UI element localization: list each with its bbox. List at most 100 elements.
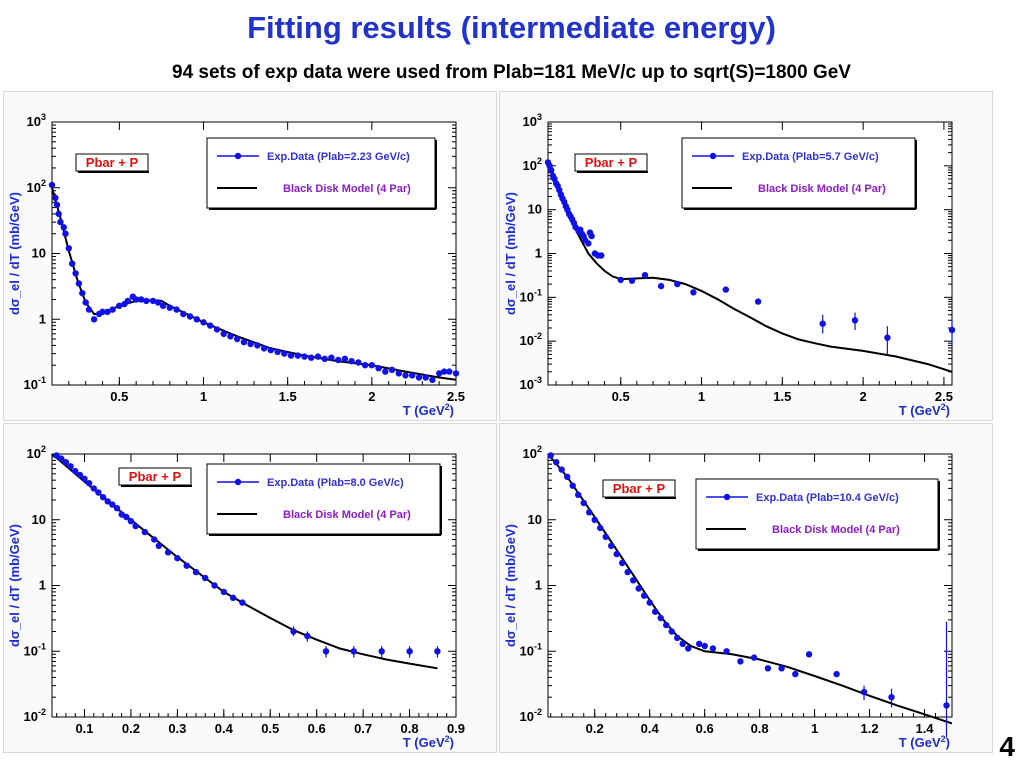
data-point <box>159 302 167 309</box>
data-point <box>388 366 396 373</box>
data-point <box>166 304 173 311</box>
x-tick-label: 0.3 <box>168 721 186 736</box>
data-point <box>355 359 362 366</box>
data-point <box>99 494 107 501</box>
data-point <box>186 313 194 320</box>
data-point <box>696 640 703 647</box>
y-axis-title: dσ_el / dT (mb/GeV) <box>7 524 22 647</box>
data-point <box>67 463 74 470</box>
data-point <box>174 555 181 562</box>
data-point <box>254 342 261 349</box>
data-point <box>429 376 436 383</box>
y-tick-label: 10-3 <box>520 375 542 392</box>
data-point <box>290 628 297 635</box>
data-point <box>548 166 555 174</box>
slide-subtitle: 94 sets of exp data were used from Plab=… <box>172 62 851 83</box>
data-point <box>833 670 840 678</box>
y-tick-label: 10-2 <box>24 707 46 724</box>
x-tick-label: 0.5 <box>110 389 128 404</box>
x-tick-label: 1 <box>698 389 705 404</box>
data-point <box>436 370 443 377</box>
chart-svg: 10-1 1 10 102 103 0.5 1 1.5 2 2.5T (GeV2) dσ_el / … <box>7 112 465 418</box>
y-tick-label: 1 <box>39 578 46 593</box>
data-point <box>52 194 59 202</box>
data-point <box>668 628 675 635</box>
y-tick-label: 1 <box>39 311 46 326</box>
legend-model-label: Black Disk Model (4 Par) <box>772 524 900 536</box>
data-point <box>378 648 385 655</box>
data-point <box>452 370 460 377</box>
legend-data-marker <box>234 152 242 160</box>
x-tick-label: 1 <box>200 389 207 404</box>
data-point <box>575 491 582 498</box>
data-point <box>586 509 593 516</box>
data-point <box>617 276 624 284</box>
data-point <box>62 230 69 237</box>
y-tick-label: 103 <box>523 112 542 129</box>
data-point <box>598 252 605 259</box>
data-point <box>884 334 891 341</box>
data-point <box>652 608 659 615</box>
data-point <box>301 353 308 360</box>
data-point <box>630 577 637 584</box>
x-tick-label: 2 <box>368 389 375 404</box>
legend-model-label: Black Disk Model (4 Par) <box>283 509 411 521</box>
x-tick-label: 0.4 <box>215 721 234 736</box>
data-point <box>368 362 375 369</box>
tag-label: Pbar + P <box>585 155 638 170</box>
data-point <box>547 452 554 459</box>
x-axis-title: T (GeV2) <box>403 734 454 750</box>
y-tick-label: 10 <box>32 246 46 261</box>
data-point <box>240 338 248 346</box>
chart-panel: 10-2 10-1 1 10 102 0.2 0.4 0.6 0.8 1 1.2 1.4 T (GeV2… <box>499 423 993 753</box>
tag-label: Pbar + P <box>613 481 666 496</box>
data-point <box>674 280 681 288</box>
data-point <box>138 296 145 303</box>
y-tick-label: 103 <box>27 112 46 129</box>
data-point <box>304 632 311 640</box>
data-point <box>608 542 615 550</box>
y-tick-label: 10-2 <box>520 331 542 348</box>
data-point <box>193 316 200 323</box>
legend-data-label: Exp.Data (Plab=2.23 GeV/c) <box>267 151 410 163</box>
y-tick-label: 102 <box>27 444 46 461</box>
data-point <box>260 345 268 352</box>
data-point <box>860 688 868 696</box>
data-point <box>588 232 595 240</box>
y-axis-title: dσ_el / dT (mb/GeV) <box>7 192 22 315</box>
data-point <box>60 224 67 231</box>
data-point <box>591 516 598 523</box>
data-point <box>723 648 730 655</box>
data-point <box>104 308 111 315</box>
data-point <box>361 362 369 369</box>
y-tick-label: 1 <box>535 578 542 593</box>
data-point <box>76 471 84 479</box>
data-point <box>62 459 70 466</box>
x-axis-title: T (GeV2) <box>899 734 950 750</box>
x-tick-label: 1 <box>811 721 818 736</box>
data-point <box>641 592 648 599</box>
x-tick-label: 0.8 <box>751 721 769 736</box>
data-point <box>247 340 254 348</box>
data-point <box>569 482 576 489</box>
legend-data-label: Exp.Data (Plab=8.0 GeV/c) <box>267 477 404 489</box>
x-tick-label: 2.5 <box>935 389 953 404</box>
data-point <box>619 559 626 567</box>
data-point <box>149 297 157 305</box>
data-point <box>754 298 762 305</box>
data-point <box>164 549 172 556</box>
data-point <box>281 350 288 357</box>
data-point <box>109 306 116 313</box>
data-point <box>948 326 956 334</box>
y-tick-label: 102 <box>523 156 542 173</box>
data-point <box>55 210 62 218</box>
y-tick-label: 102 <box>27 178 46 195</box>
legend-model-label: Black Disk Model (4 Par) <box>283 183 411 195</box>
data-point <box>79 289 86 297</box>
model-curve <box>547 160 953 373</box>
data-point <box>564 473 571 480</box>
legend-data-marker <box>234 478 242 486</box>
data-point <box>90 485 98 492</box>
data-point <box>274 348 281 355</box>
legend-data-label: Exp.Data (Plab=10.4 GeV/c) <box>756 492 899 504</box>
